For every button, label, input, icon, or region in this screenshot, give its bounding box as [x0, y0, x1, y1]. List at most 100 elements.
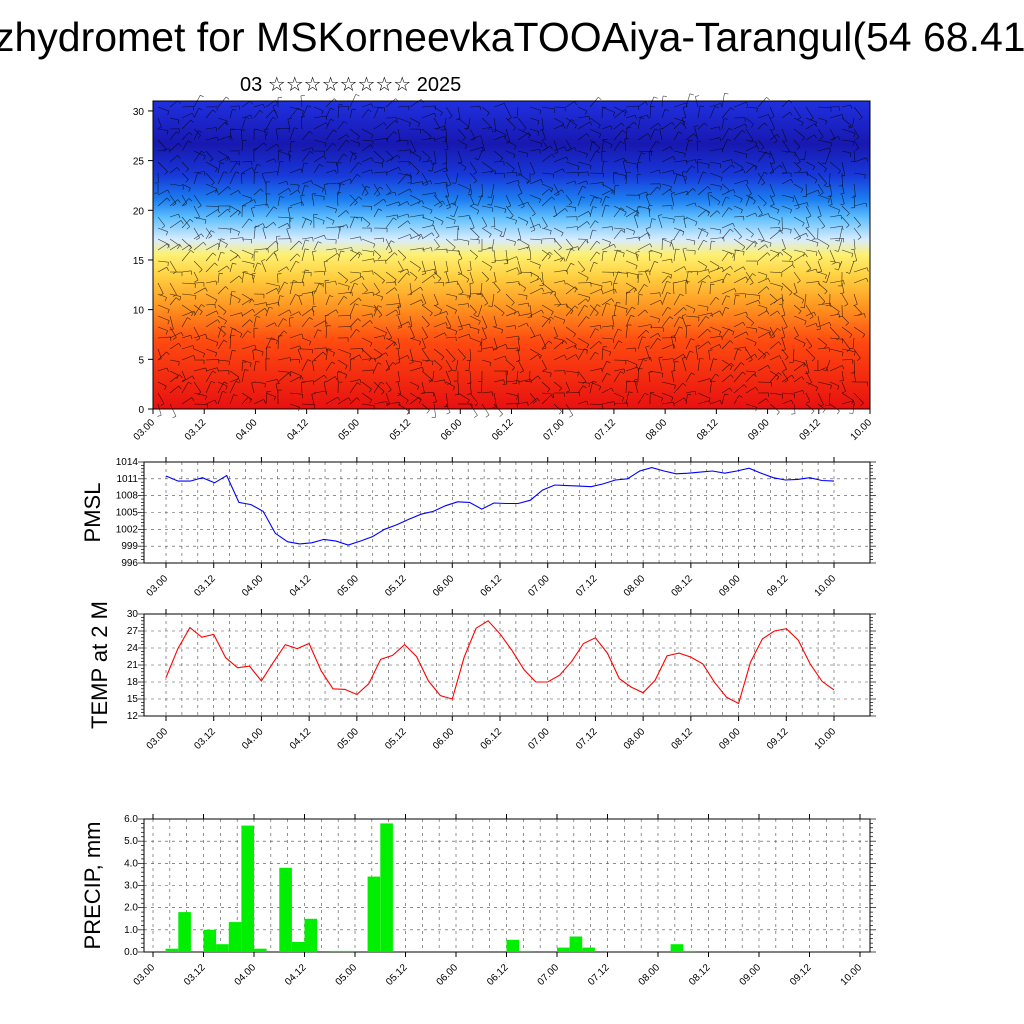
- wind-barb-flag: [686, 160, 688, 165]
- wind-barb: [709, 310, 720, 317]
- wind-barb-flag: [311, 193, 317, 195]
- wind-barb-flag: [252, 309, 255, 313]
- wind-barb: [541, 291, 556, 295]
- wind-barb: [505, 179, 519, 185]
- wind-barb: [301, 337, 311, 342]
- wind-barb: [805, 238, 819, 243]
- wind-barb-flag: [682, 356, 687, 359]
- wind-barb-flag: [666, 292, 671, 295]
- wind-barb-flag: [167, 130, 169, 135]
- wind-barb: [553, 381, 562, 389]
- wind-barb: [709, 137, 720, 141]
- wind-barb: [529, 278, 541, 284]
- wind-barb: [313, 320, 326, 328]
- wind-barb: [169, 374, 181, 383]
- wind-barb-flag: [522, 127, 527, 132]
- wind-barb: [805, 189, 819, 196]
- wind-barb-flag: [537, 131, 540, 136]
- wind-barb: [673, 293, 681, 306]
- wind-barb: [325, 129, 334, 141]
- wind-barb: [325, 205, 337, 210]
- wind-barb: [565, 403, 574, 416]
- wind-barb: [517, 150, 529, 154]
- wind-barb: [817, 117, 827, 121]
- wind-barb-flag: [620, 207, 625, 211]
- wind-barb: [373, 326, 387, 333]
- wind-barb: [697, 316, 707, 328]
- wind-barb-flag: [271, 337, 276, 340]
- wind-barb-flag: [816, 269, 818, 274]
- wind-barb: [241, 359, 252, 364]
- wind-barb: [421, 232, 432, 240]
- wind-barb: [287, 208, 291, 218]
- wind-barb: [289, 317, 291, 328]
- wind-barb-flag: [334, 169, 337, 174]
- wind-barb: [181, 317, 188, 328]
- y-tick-label: 1011: [116, 474, 138, 485]
- wind-barb: [793, 128, 805, 138]
- wind-barb-flag: [801, 122, 804, 127]
- wind-barb: [577, 370, 587, 382]
- wind-barb-flag: [829, 322, 832, 327]
- wind-barb: [337, 372, 339, 383]
- wind-barb-flag: [851, 381, 856, 383]
- wind-barb: [673, 131, 679, 141]
- wind-barb: [373, 122, 385, 130]
- wind-barb-flag: [393, 131, 397, 135]
- wind-barb-flag: [702, 281, 706, 283]
- wind-barb: [565, 147, 575, 152]
- wind-barb-flag: [741, 129, 746, 134]
- wind-barb: [169, 131, 177, 141]
- wind-barb-flag: [467, 399, 470, 404]
- wind-barb-flag: [261, 259, 266, 262]
- wind-barb: [601, 337, 614, 340]
- wind-barb-flag: [816, 251, 818, 256]
- wind-barb: [241, 361, 243, 372]
- wind-barb: [661, 275, 669, 284]
- wind-barb: [337, 224, 347, 229]
- wind-barb-flag: [542, 368, 547, 371]
- wind-barb: [769, 194, 775, 205]
- wind-barb: [241, 271, 255, 276]
- wind-barb: [385, 359, 391, 370]
- wind-barb-flag: [177, 245, 180, 250]
- wind-barb-flag: [666, 281, 671, 283]
- wind-barb: [805, 106, 814, 119]
- wind-barb: [769, 183, 775, 197]
- wind-barb-flag: [798, 169, 802, 173]
- wind-barb-flag: [395, 381, 400, 383]
- wind-barb-flag: [220, 162, 225, 164]
- wind-barb: [229, 381, 237, 394]
- wind-barb: [829, 114, 843, 119]
- wind-barb-flag: [321, 188, 324, 193]
- wind-barb: [445, 225, 459, 229]
- wind-barb: [505, 304, 517, 312]
- wind-barb: [577, 400, 588, 405]
- wind-barb: [481, 346, 493, 350]
- x-tick-label: 09.00: [717, 726, 743, 752]
- wind-barb: [469, 238, 480, 241]
- wind-barb: [839, 227, 843, 242]
- wind-barb: [721, 93, 725, 108]
- wind-barb-flag: [756, 145, 760, 150]
- wind-barb-flag: [385, 352, 389, 357]
- wind-barb-flag: [226, 157, 229, 161]
- wind-barb: [289, 281, 304, 284]
- wind-barb-flag: [419, 341, 421, 346]
- wind-barb-flag: [611, 226, 613, 231]
- wind-barb-flag: [468, 241, 470, 246]
- wind-barb-flag: [746, 102, 749, 107]
- wind-barb: [709, 284, 711, 295]
- wind-barb-flag: [597, 124, 601, 129]
- wind-barb-flag: [642, 336, 647, 339]
- wind-barb-flag: [288, 372, 292, 377]
- wind-barb-flag: [432, 221, 435, 226]
- wind-barb: [349, 397, 358, 405]
- wind-barb: [169, 293, 181, 297]
- wind-barb: [289, 107, 299, 119]
- wind-barb: [469, 128, 476, 139]
- wind-barb-flag: [447, 326, 452, 329]
- wind-barb-flag: [586, 344, 590, 348]
- wind-barb: [349, 251, 360, 262]
- wind-barb: [289, 403, 300, 408]
